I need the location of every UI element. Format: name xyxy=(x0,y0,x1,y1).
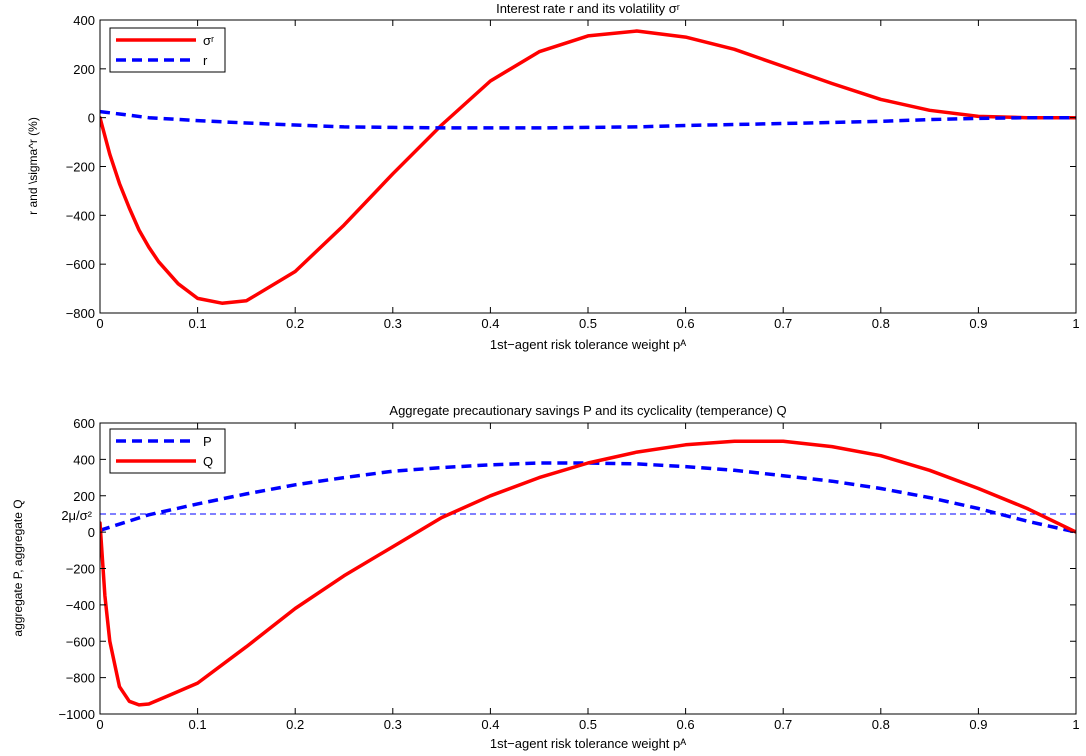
y-tick-label: −400 xyxy=(66,598,95,613)
x-tick-label: 0.2 xyxy=(286,316,304,331)
y-tick-label: −600 xyxy=(66,257,95,272)
y-tick-label: 0 xyxy=(88,111,95,126)
x-tick-label: 0.4 xyxy=(481,717,499,732)
x-tick-label: 0.5 xyxy=(579,316,597,331)
series-line-P xyxy=(100,461,1076,534)
series-line-r xyxy=(100,109,1076,130)
y-axis-ticks: −800 −600 −400 −200 0 200 400 xyxy=(66,13,1076,321)
chart-interest-rate: Interest rate r and its volatility σʳ 1s… xyxy=(26,1,1080,352)
x-tick-label: 0.7 xyxy=(774,717,792,732)
x-tick-label: 0.1 xyxy=(189,717,207,732)
legend-label: r xyxy=(203,53,208,68)
x-axis-ticks: 0 0.1 0.2 0.3 0.4 0.5 0.6 0.7 0.8 0.9 1 xyxy=(96,423,1080,732)
x-tick-label: 0.3 xyxy=(384,717,402,732)
x-tick-label: 0.7 xyxy=(774,316,792,331)
chart-title: Interest rate r and its volatility σʳ xyxy=(496,1,680,16)
y-tick-label: 400 xyxy=(73,13,95,28)
legend-label: P xyxy=(203,434,212,449)
y-axis-label: r and \sigma^r (%) xyxy=(26,117,40,215)
legend-box xyxy=(109,428,226,474)
y-tick-label: −200 xyxy=(66,160,95,175)
chart-precautionary-savings: Aggregate precautionary savings P and it… xyxy=(11,403,1080,751)
x-tick-label: 0.3 xyxy=(384,316,402,331)
x-tick-label: 0.8 xyxy=(872,717,890,732)
x-tick-label: 1 xyxy=(1072,316,1079,331)
x-tick-label: 0.9 xyxy=(969,316,987,331)
reference-line-label: 2μ/σ² xyxy=(61,508,92,523)
series-layer xyxy=(100,29,1076,305)
y-tick-label: 200 xyxy=(73,62,95,77)
x-tick-label: 0 xyxy=(96,316,103,331)
legend-label: σʳ xyxy=(203,33,214,48)
y-tick-label: −1000 xyxy=(58,707,95,722)
x-axis-ticks: 0 0.1 0.2 0.3 0.4 0.5 0.6 0.7 0.8 0.9 1 xyxy=(96,20,1080,331)
y-tick-label: 400 xyxy=(73,452,95,467)
x-tick-label: 0 xyxy=(96,717,103,732)
y-tick-label: 600 xyxy=(73,416,95,431)
chart-title: Aggregate precautionary savings P and it… xyxy=(389,403,786,418)
y-tick-label: −800 xyxy=(66,306,95,321)
legend-label: Q xyxy=(203,454,213,469)
y-tick-label: −600 xyxy=(66,634,95,649)
y-tick-label: −400 xyxy=(66,208,95,223)
x-tick-label: 1 xyxy=(1072,717,1079,732)
legend: PQ xyxy=(109,428,226,474)
series-layer xyxy=(100,439,1076,707)
x-tick-label: 0.4 xyxy=(481,316,499,331)
y-axis-label: aggregate P, aggregate Q xyxy=(11,499,25,636)
y-tick-label: −200 xyxy=(66,562,95,577)
y-axis-ticks: −1000 −800 −600 −400 −200 0 200 400 600 xyxy=(58,416,1076,722)
x-tick-label: 0.8 xyxy=(872,316,890,331)
x-tick-label: 0.9 xyxy=(969,717,987,732)
y-tick-label: 200 xyxy=(73,489,95,504)
legend-box xyxy=(109,27,226,73)
x-axis-label: 1st−agent risk tolerance weight pᴬ xyxy=(490,736,686,751)
x-tick-label: 0.6 xyxy=(677,717,695,732)
x-tick-label: 0.2 xyxy=(286,717,304,732)
y-tick-label: −800 xyxy=(66,671,95,686)
x-tick-label: 0.5 xyxy=(579,717,597,732)
x-tick-label: 0.1 xyxy=(189,316,207,331)
x-axis-label: 1st−agent risk tolerance weight pᴬ xyxy=(490,337,686,352)
series-line-σʳ xyxy=(100,29,1076,305)
legend: σʳ r xyxy=(109,27,226,73)
series-line-Q xyxy=(100,439,1076,707)
y-tick-label: 0 xyxy=(88,525,95,540)
x-tick-label: 0.6 xyxy=(677,316,695,331)
